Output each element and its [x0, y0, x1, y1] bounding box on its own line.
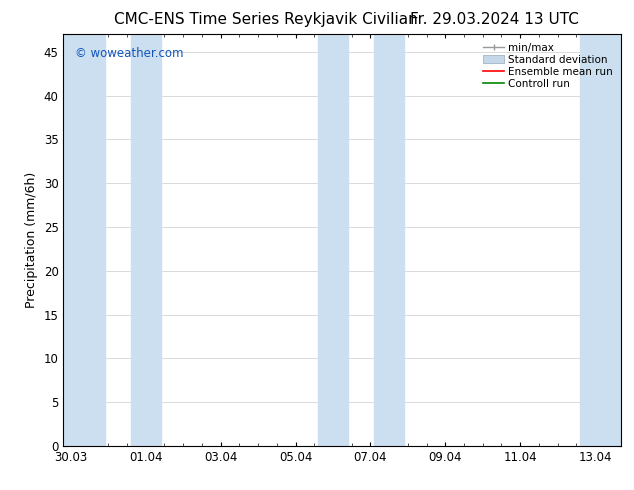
Bar: [318, 34, 348, 446]
Bar: [374, 34, 404, 446]
Bar: [63, 34, 105, 446]
Text: © woweather.com: © woweather.com: [75, 47, 183, 60]
Bar: [131, 34, 161, 446]
Text: CMC-ENS Time Series Reykjavik Civilian: CMC-ENS Time Series Reykjavik Civilian: [114, 12, 418, 27]
Y-axis label: Precipitation (mm/6h): Precipitation (mm/6h): [25, 172, 38, 308]
Legend: min/max, Standard deviation, Ensemble mean run, Controll run: min/max, Standard deviation, Ensemble me…: [480, 40, 616, 92]
Text: Fr. 29.03.2024 13 UTC: Fr. 29.03.2024 13 UTC: [410, 12, 579, 27]
Bar: [580, 34, 621, 446]
